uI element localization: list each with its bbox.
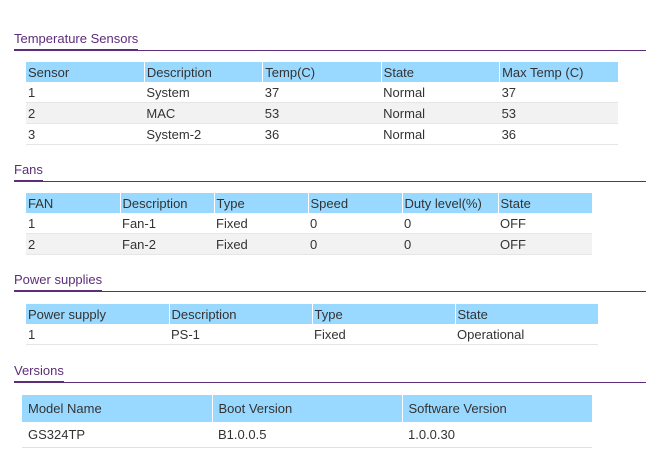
column-header-type: Type: [214, 193, 309, 213]
fans-section: Fans: [14, 161, 646, 182]
column-header-boot-version: Boot Version: [212, 395, 403, 422]
column-header-description: Description: [144, 62, 264, 82]
cell-speed: 0: [308, 213, 402, 234]
power-supplies-table: Power supply Description Type State 1 PS…: [26, 304, 598, 345]
column-header-fan: FAN: [26, 193, 121, 213]
cell-speed: 0: [308, 233, 402, 255]
table-row: GS324TP B1.0.0.5 1.0.0.30: [22, 422, 592, 448]
table-row: 2 MAC 53 Normal 53: [26, 102, 618, 124]
column-header-state: State: [498, 193, 592, 213]
cell-power-supply: 1: [26, 324, 169, 345]
cell-state: Operational: [455, 324, 598, 345]
column-header-description: Description: [120, 193, 215, 213]
power-supplies-section: Power supplies: [14, 271, 646, 292]
cell-duty-level: 0: [402, 213, 498, 234]
fans-header: Fans: [14, 161, 646, 182]
cell-sensor: 2: [26, 102, 145, 124]
versions-header: Versions: [14, 362, 646, 383]
cell-fan: 2: [26, 233, 120, 255]
fans-table: FAN Description Type Speed Duty level(%)…: [26, 193, 592, 255]
table-header-row: Model Name Boot Version Software Version: [22, 395, 592, 422]
cell-max-temp: 36: [499, 123, 618, 145]
cell-description: Fan-1: [120, 213, 214, 234]
column-header-state: State: [455, 304, 598, 324]
cell-type: Fixed: [214, 213, 308, 234]
temperature-sensors-header: Temperature Sensors: [14, 30, 646, 51]
table-header-row: Sensor Description Temp(C) State Max Tem…: [26, 62, 618, 82]
column-header-sensor: Sensor: [26, 62, 145, 82]
cell-state: Normal: [381, 82, 500, 103]
table-row: 2 Fan-2 Fixed 0 0 OFF: [26, 233, 592, 255]
column-header-power-supply: Power supply: [26, 304, 170, 324]
cell-boot-version: B1.0.0.5: [212, 422, 402, 448]
versions-section: Versions: [14, 362, 646, 383]
column-header-max-temp: Max Temp (C): [499, 62, 618, 82]
column-header-software-version: Software Version: [402, 395, 592, 422]
cell-sensor: 3: [26, 123, 145, 145]
cell-type: Fixed: [312, 324, 455, 345]
column-header-duty-level: Duty level(%): [402, 193, 499, 213]
cell-fan: 1: [26, 213, 120, 234]
column-header-type: Type: [312, 304, 456, 324]
table-row: 1 System 37 Normal 37: [26, 82, 618, 103]
temperature-sensors-section: Temperature Sensors: [14, 30, 646, 51]
cell-duty-level: 0: [402, 233, 498, 255]
temperature-sensors-title: Temperature Sensors: [14, 30, 139, 51]
cell-description: Fan-2: [120, 233, 214, 255]
cell-state: Normal: [381, 102, 500, 124]
cell-software-version: 1.0.0.30: [402, 422, 592, 448]
cell-temp: 36: [262, 123, 382, 145]
cell-type: Fixed: [214, 233, 308, 255]
cell-temp: 53: [262, 102, 382, 124]
temperature-sensors-table: Sensor Description Temp(C) State Max Tem…: [26, 62, 618, 145]
column-header-description: Description: [169, 304, 313, 324]
cell-state: OFF: [498, 233, 592, 255]
table-row: 3 System-2 36 Normal 36: [26, 123, 618, 145]
column-header-model-name: Model Name: [22, 395, 213, 422]
table-row: 1 PS-1 Fixed Operational: [26, 324, 598, 345]
table-header-row: FAN Description Type Speed Duty level(%)…: [26, 193, 592, 213]
versions-table: Model Name Boot Version Software Version…: [22, 395, 592, 448]
versions-title: Versions: [14, 362, 64, 383]
cell-description: System-2: [144, 123, 263, 145]
cell-description: MAC: [144, 102, 263, 124]
cell-description: System: [144, 82, 263, 103]
power-supplies-header: Power supplies: [14, 271, 646, 292]
fans-title: Fans: [14, 161, 43, 182]
cell-state: Normal: [381, 123, 500, 145]
column-header-speed: Speed: [308, 193, 403, 213]
column-header-temp: Temp(C): [262, 62, 382, 82]
table-header-row: Power supply Description Type State: [26, 304, 598, 324]
cell-sensor: 1: [26, 82, 145, 103]
cell-state: OFF: [498, 213, 592, 234]
column-header-state: State: [381, 62, 501, 82]
cell-max-temp: 37: [499, 82, 618, 103]
cell-description: PS-1: [169, 324, 312, 345]
power-supplies-title: Power supplies: [14, 271, 103, 292]
cell-model-name: GS324TP: [22, 422, 212, 448]
cell-temp: 37: [262, 82, 382, 103]
table-row: 1 Fan-1 Fixed 0 0 OFF: [26, 213, 592, 234]
cell-max-temp: 53: [499, 102, 618, 124]
